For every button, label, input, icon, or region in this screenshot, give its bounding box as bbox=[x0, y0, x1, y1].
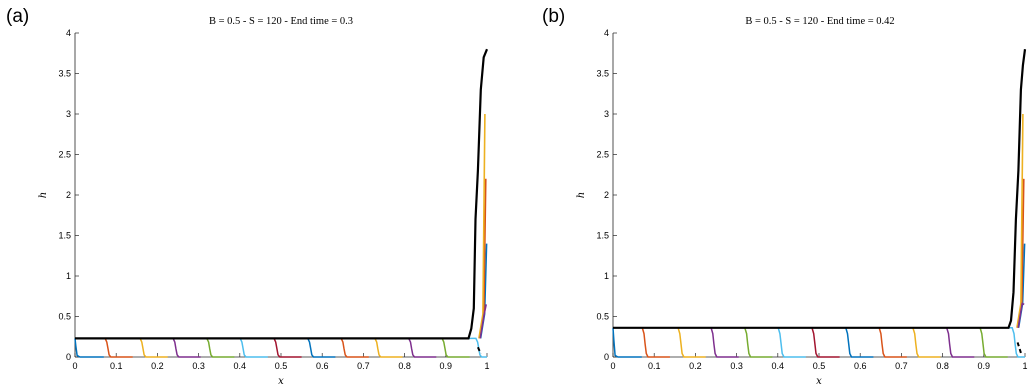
x-tick-label: 1 bbox=[484, 361, 489, 371]
front-curve bbox=[986, 327, 1025, 358]
y-tick-label: 3 bbox=[604, 109, 609, 119]
envelope-curve bbox=[613, 49, 1027, 329]
front-curve bbox=[74, 338, 104, 358]
front-curve bbox=[652, 327, 706, 358]
x-tick-label: 0.1 bbox=[648, 361, 661, 371]
y-tick-label: 2 bbox=[604, 190, 609, 200]
x-tick-label: 0.1 bbox=[110, 361, 123, 371]
front-curve bbox=[147, 337, 201, 358]
dashed-tail bbox=[477, 346, 482, 355]
tip-curve bbox=[479, 304, 487, 339]
x-tick-label: 0.3 bbox=[192, 361, 205, 371]
y-tick-label: 1 bbox=[604, 271, 609, 281]
y-axis-label: h bbox=[576, 192, 587, 198]
front-curve bbox=[853, 327, 907, 358]
panel-b: (b) B = 0.5 - S = 120 - End time = 0.42 … bbox=[542, 6, 1028, 387]
front-curve bbox=[954, 327, 1008, 358]
x-axis-label: x bbox=[816, 376, 822, 387]
y-tick-label: 2.5 bbox=[596, 150, 609, 160]
front-curve bbox=[281, 337, 336, 358]
x-tick-label: 0.2 bbox=[689, 361, 702, 371]
x-tick-label: 0.7 bbox=[357, 361, 370, 371]
x-tick-label: 0.3 bbox=[730, 361, 743, 371]
front-curve bbox=[315, 337, 369, 358]
front-curve bbox=[887, 327, 941, 358]
x-tick-label: 0.6 bbox=[316, 361, 329, 371]
y-tick-label: 2.5 bbox=[58, 150, 71, 160]
x-tick-label: 0.9 bbox=[978, 361, 991, 371]
front-curve bbox=[214, 337, 268, 358]
front-curve bbox=[819, 327, 874, 358]
y-tick-label: 4 bbox=[66, 28, 71, 38]
panel-a: (a) B = 0.5 - S = 120 - End time = 0.3 0… bbox=[6, 6, 490, 387]
y-tick-label: 1.5 bbox=[596, 231, 609, 241]
front-curve bbox=[612, 327, 642, 358]
dashed-tail bbox=[1016, 342, 1023, 356]
x-tick-label: 0.7 bbox=[895, 361, 908, 371]
front-curve bbox=[616, 327, 670, 358]
y-tick-label: 4 bbox=[604, 28, 609, 38]
y-tick-label: 3 bbox=[66, 109, 71, 119]
front-curve bbox=[786, 327, 840, 358]
x-tick-label: 0.2 bbox=[151, 361, 164, 371]
front-curve bbox=[449, 337, 487, 358]
front-curve bbox=[382, 337, 437, 358]
front-curve bbox=[114, 337, 168, 358]
front-curve bbox=[180, 337, 235, 358]
front-curve bbox=[349, 337, 403, 358]
tip-curve bbox=[478, 113, 486, 339]
y-tick-label: 0 bbox=[604, 352, 609, 362]
x-tick-label: 0.8 bbox=[398, 361, 411, 371]
panel-label-a: (a) bbox=[6, 6, 29, 27]
tip-curve bbox=[1017, 302, 1025, 328]
y-tick-label: 1 bbox=[66, 271, 71, 281]
front-curve bbox=[718, 327, 773, 358]
x-tick-label: 0 bbox=[72, 361, 77, 371]
y-tick-label: 2 bbox=[66, 190, 71, 200]
front-curve bbox=[752, 327, 806, 358]
y-tick-label: 1.5 bbox=[58, 231, 71, 241]
chart-title-a: B = 0.5 - S = 120 - End time = 0.3 bbox=[209, 16, 353, 27]
x-axis-label: x bbox=[278, 376, 284, 387]
front-curve bbox=[79, 337, 133, 358]
x-tick-label: 1 bbox=[1022, 361, 1027, 371]
envelope-curve bbox=[75, 48, 489, 340]
x-tick-label: 0.6 bbox=[854, 361, 867, 371]
x-tick-label: 0.5 bbox=[275, 361, 288, 371]
y-tick-label: 3.5 bbox=[596, 69, 609, 79]
y-tick-label: 0.5 bbox=[596, 312, 609, 322]
x-tick-label: 0 bbox=[610, 361, 615, 371]
chart-title-b: B = 0.5 - S = 120 - End time = 0.42 bbox=[745, 16, 894, 27]
y-axis-label: h bbox=[38, 192, 49, 198]
front-curve bbox=[416, 337, 470, 358]
y-tick-label: 0.5 bbox=[58, 312, 71, 322]
x-tick-label: 0.5 bbox=[813, 361, 826, 371]
front-curve bbox=[248, 337, 302, 358]
y-tick-label: 3.5 bbox=[58, 69, 71, 79]
x-tick-label: 0.8 bbox=[936, 361, 949, 371]
front-curve bbox=[685, 327, 739, 358]
y-tick-label: 0 bbox=[66, 352, 71, 362]
x-tick-label: 0.4 bbox=[772, 361, 785, 371]
front-curve bbox=[920, 327, 975, 358]
x-tick-label: 0.9 bbox=[440, 361, 453, 371]
tip-curve bbox=[1016, 113, 1024, 328]
x-tick-label: 0.4 bbox=[234, 361, 247, 371]
panel-label-b: (b) bbox=[542, 6, 565, 27]
